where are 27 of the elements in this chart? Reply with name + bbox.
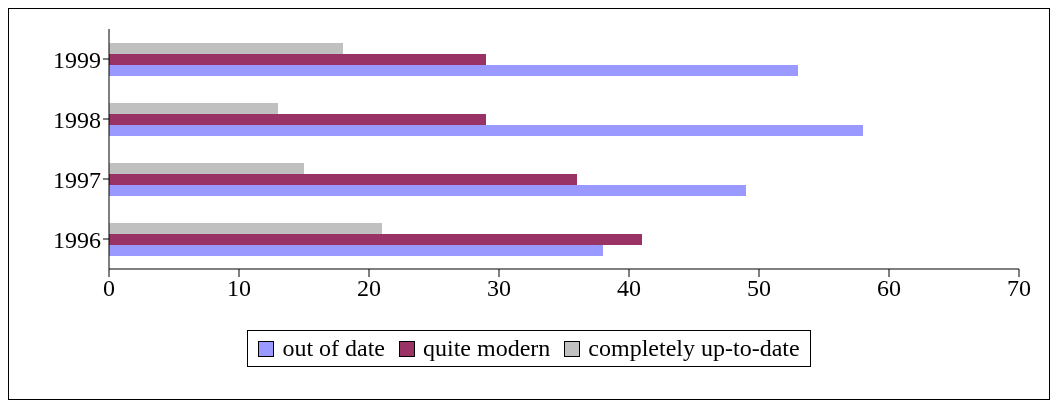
x-tick-label: 70 [1007,275,1031,302]
bar [109,185,746,196]
x-tick-label: 0 [103,275,115,302]
legend-label: completely up-to-date [588,335,800,362]
x-tick-label: 30 [487,275,511,302]
bar [109,234,642,245]
legend-label: quite modern [423,335,551,362]
bar [109,174,577,185]
x-tick-label: 50 [747,275,771,302]
x-tick-label: 40 [617,275,641,302]
y-tick-label: 1999 [53,46,101,73]
x-tick-label: 60 [877,275,901,302]
y-tick-label: 1997 [53,166,101,193]
bar [109,163,304,174]
x-tick-label: 20 [357,275,381,302]
legend-label: out of date [282,335,386,362]
bar [109,114,486,125]
y-tick-label: 1998 [53,106,101,133]
bar [109,103,278,114]
bar [109,43,343,54]
bar [109,54,486,65]
x-tick-label: 10 [227,275,251,302]
bar [109,125,863,136]
bar [109,245,603,256]
bar [109,223,382,234]
y-tick-label: 1996 [53,226,101,253]
bar [109,65,798,76]
